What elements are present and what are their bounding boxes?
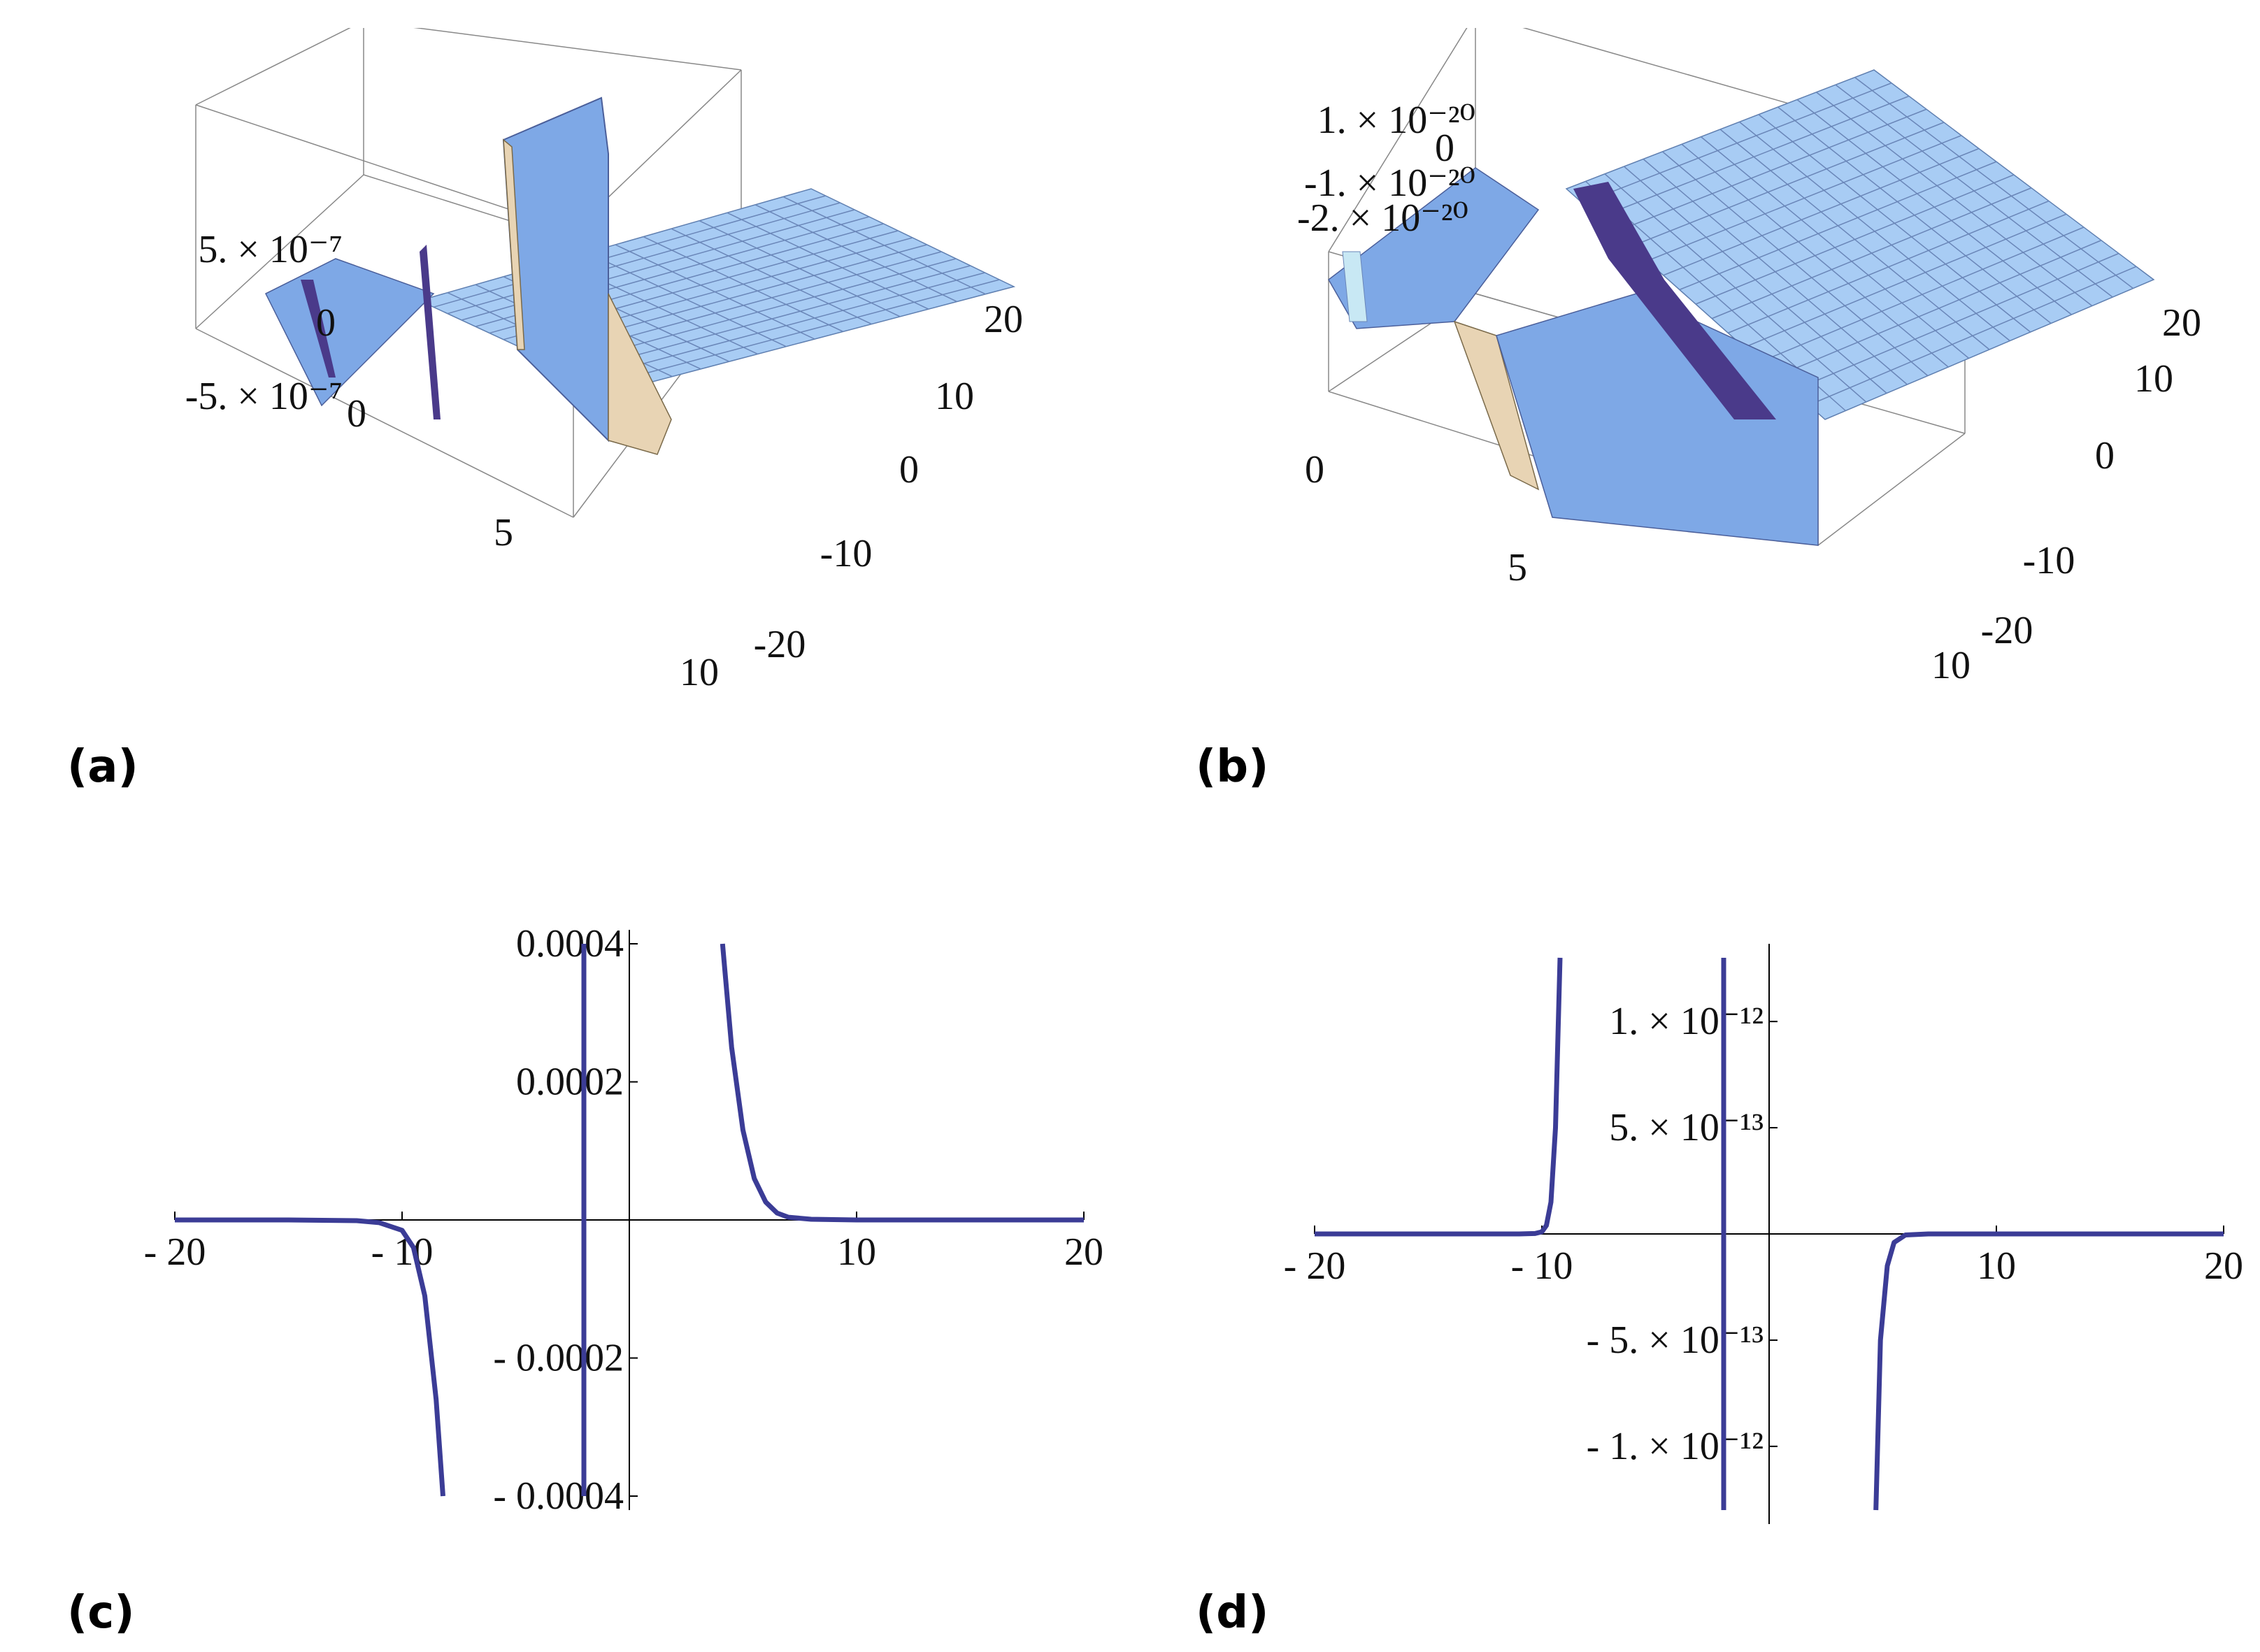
y-tick-label: - 5. × 10⁻¹³ (1587, 1319, 1764, 1362)
bounding-box-edge-b (1817, 433, 1966, 546)
y-tick-label: 1. × 10⁻¹² (1609, 1000, 1764, 1043)
z-tick-label: -1. × 10⁻²⁰ (1304, 161, 1475, 205)
y-tick-label: 0.0004 (516, 922, 624, 965)
caption-d: (d) (1196, 1587, 1269, 1639)
caption-b: (b) (1196, 741, 1269, 793)
x-tick-label: - 10 (371, 1230, 434, 1274)
x-tick-label: 0 (1305, 448, 1324, 491)
surface-plane-a-gridline (601, 279, 1000, 386)
y-tick-label: - 0.0004 (493, 1474, 624, 1518)
bounding-box-edge-b (1328, 28, 1468, 252)
caption-a: (a) (67, 741, 138, 793)
bounding-box-edge-a (413, 28, 742, 71)
y-tick-label: 20 (2162, 301, 2201, 345)
surface-edge-b (1342, 251, 1368, 322)
panel-d: - 20 - 10 10 20 1. × 10⁻¹² 5. × 10⁻¹³ - 5. × 1… (1245, 930, 2252, 1559)
surface-plane-b-gridline (1778, 106, 2052, 324)
panel-b: 1. × 10⁻²⁰ 0 -1. × 10⁻²⁰ -2. × 10⁻²⁰ 0 5 10 -20… (1245, 28, 2252, 713)
x-tick-label: 0 (347, 392, 366, 436)
z-tick-label: -2. × 10⁻²⁰ (1297, 196, 1468, 240)
x-tick-label: 10 (1977, 1244, 2016, 1288)
y-tick-label: 0.0002 (516, 1061, 624, 1104)
y-tick-label: 10 (2134, 357, 2173, 401)
surface-wall-a (608, 293, 672, 455)
line-plot-c: - 20 - 10 10 20 0.0004 0.0002 - 0.0002 - 0.0004 (144, 922, 1103, 1518)
surface-plane-b-gridline (1711, 187, 2032, 319)
y-tick-label: 10 (935, 375, 974, 418)
panel-a: 5. × 10⁻⁷ 0 -5. × 10⁻⁷ 0 5 10 -20 -10 0 10 20 (126, 28, 1133, 713)
x-tick-label: 10 (837, 1230, 876, 1274)
bounding-box-edge-a (195, 28, 351, 106)
surface-plane-b-gridline (1776, 240, 2102, 377)
surface-plane-a-gridline (615, 244, 815, 340)
surface-plane-a-gridline (727, 212, 929, 310)
z-tick-label: 5. × 10⁻⁷ (198, 228, 343, 271)
surface-wall-a (503, 138, 525, 350)
z-tick-label: -5. × 10⁻⁷ (185, 375, 343, 418)
x-tick-label: 10 (680, 651, 719, 694)
y-tick-label: - 1. × 10⁻¹² (1587, 1425, 1764, 1468)
surface-wall-dark-b (1573, 182, 1776, 419)
surface-plane-b-gridline (1758, 114, 2031, 333)
surface-floor-b (1496, 293, 1819, 546)
y-tick-label: -10 (2023, 539, 2075, 582)
surface-plane-b-gridline (1760, 227, 2084, 363)
surface-plane-a-gridline (587, 272, 985, 380)
x-tick-label: - 20 (1284, 1244, 1346, 1288)
x-tick-label: 10 (1931, 644, 1971, 687)
surface-plane-b-gridline (1796, 99, 2072, 315)
surface-plot-b: 1. × 10⁻²⁰0-1. × 10⁻²⁰-2. × 10⁻²⁰0510-20… (1297, 28, 2201, 687)
line-plot-d: - 20 - 10 10 20 1. × 10⁻¹² 5. × 10⁻¹³ - 5. × 1… (1284, 944, 2243, 1524)
surface-plane-b-gridline (1816, 92, 2093, 307)
surface-plane-a-gridline (782, 196, 986, 295)
bounding-box-edge-a (195, 174, 364, 329)
surface-plane-b-gridline (1792, 252, 2119, 392)
surface-wall-dark-a (301, 280, 336, 378)
curve-series-0 (1315, 957, 1563, 1237)
surface-plane-b-gridline (1739, 121, 2010, 342)
surface-plane-a-gridline (754, 204, 957, 303)
surface-plane-a-gridline (643, 236, 844, 332)
surface-plane-b-gridline (1719, 129, 1990, 350)
y-tick-label: 0 (2095, 434, 2115, 477)
curve-series-2 (1873, 1231, 2224, 1511)
bounding-box-edge-a (195, 328, 574, 518)
surface-plane-b-gridline (1744, 213, 2067, 348)
panel-c: - 20 - 10 10 20 0.0004 0.0002 - 0.0002 - 0.0004 (105, 909, 1133, 1538)
surface-plane-a-gridline (573, 265, 971, 373)
y-tick-label: -20 (1981, 609, 2033, 652)
surface-plane-b-gridline (1727, 200, 2050, 333)
surface-plane-a-gridline (671, 228, 872, 325)
surface-wall-dark-a (420, 245, 441, 419)
z-tick-label: 0 (1435, 127, 1454, 170)
z-tick-label: 0 (316, 301, 336, 345)
x-tick-label: 5 (494, 511, 513, 554)
surface-wall-b (1453, 320, 1540, 491)
y-tick-label: - 0.0002 (493, 1337, 624, 1380)
x-tick-label: 20 (1064, 1230, 1103, 1274)
x-tick-label: - 20 (144, 1230, 206, 1274)
surface-plane-a-gridline (699, 220, 901, 317)
y-tick-label: -10 (820, 532, 873, 575)
x-tick-label: 5 (1508, 546, 1527, 589)
surface-plane-b-gridline (1835, 84, 2113, 298)
x-tick-label: 20 (2204, 1244, 2243, 1288)
curve-series-0 (175, 1217, 445, 1497)
y-tick-label: 0 (899, 448, 919, 491)
y-tick-label: 20 (984, 298, 1023, 341)
curve-series-2 (720, 943, 1084, 1223)
surface-plane-b-gridline (1808, 266, 2137, 406)
y-tick-label: -20 (754, 623, 806, 666)
y-tick-label: 5. × 10⁻¹³ (1609, 1106, 1764, 1149)
surface-plane-b-gridline (1854, 77, 2134, 289)
z-tick-label: 1. × 10⁻²⁰ (1317, 99, 1475, 142)
caption-c: (c) (67, 1587, 135, 1639)
x-tick-label: - 10 (1511, 1244, 1573, 1288)
